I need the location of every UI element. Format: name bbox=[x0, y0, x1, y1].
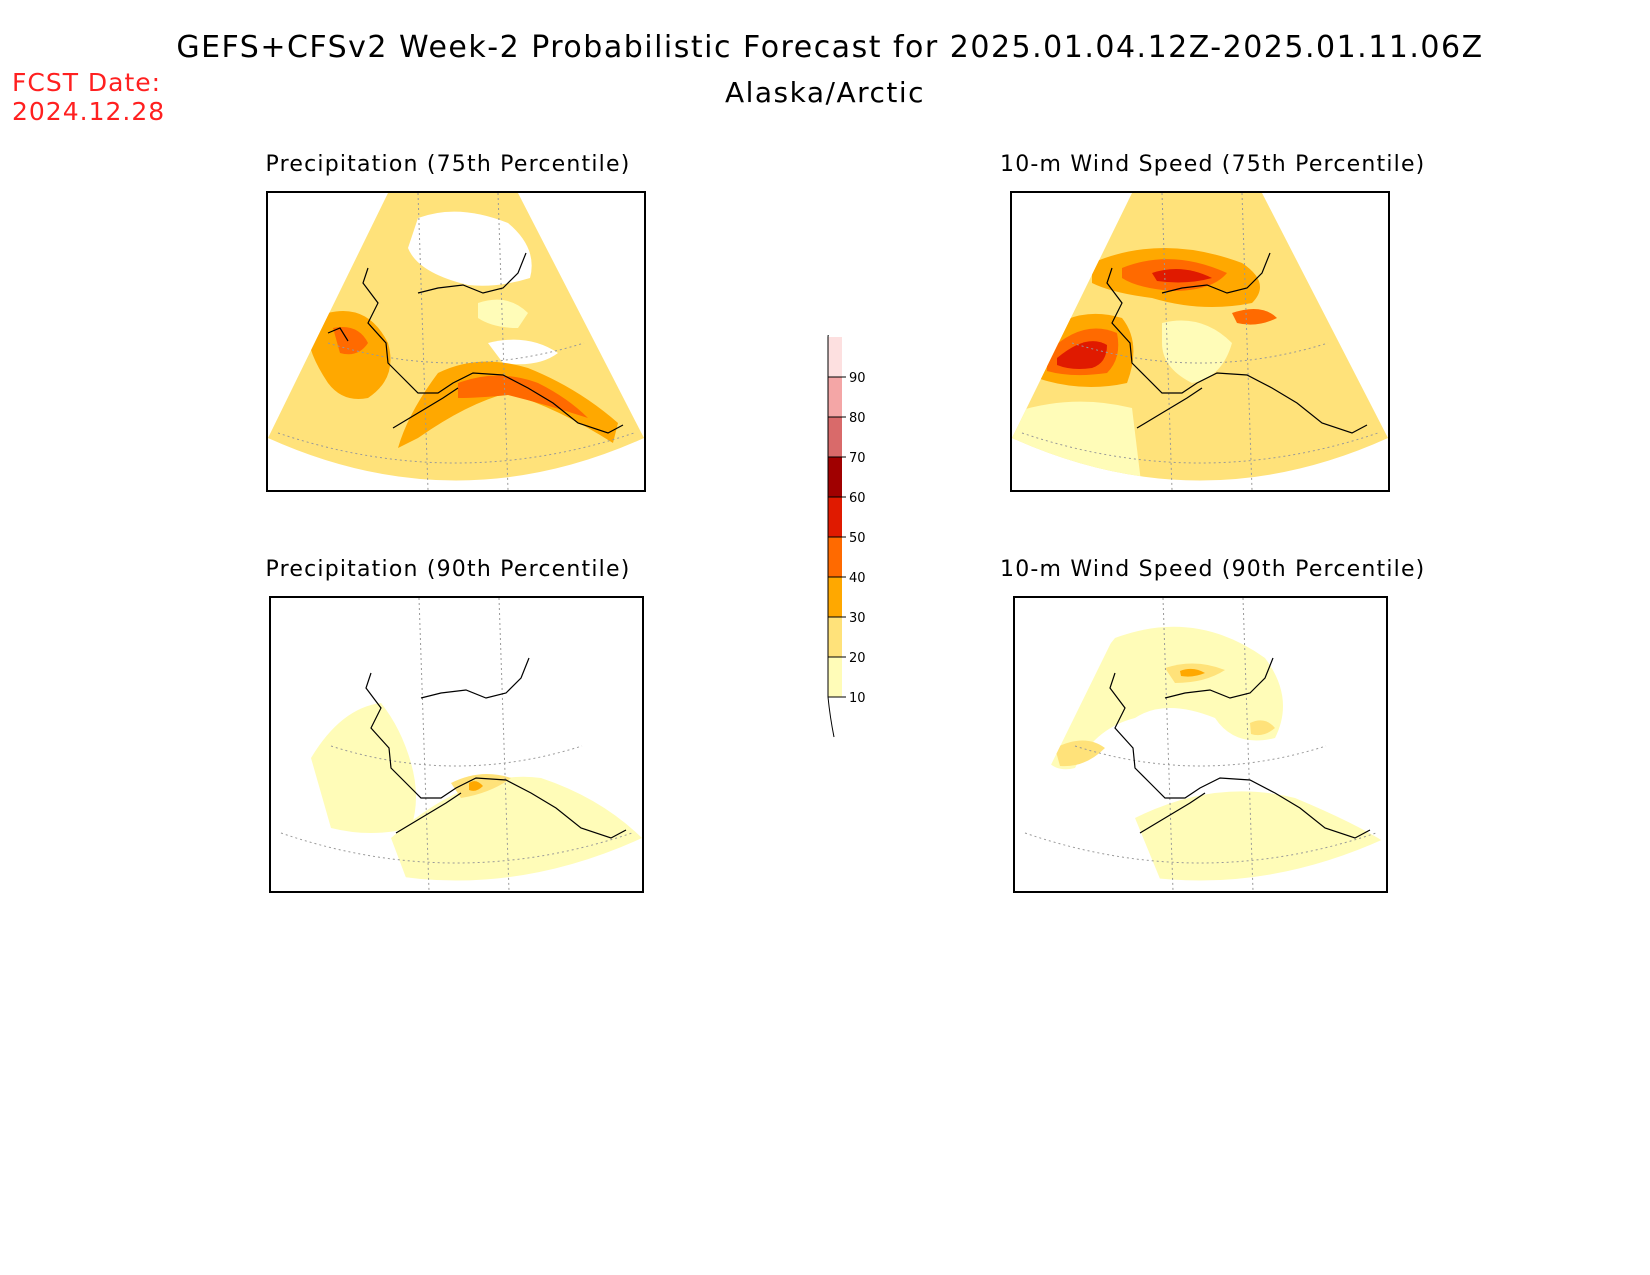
graticule-lines bbox=[1021, 193, 1379, 490]
colorbar-tick-label: 10 bbox=[849, 691, 866, 706]
colorbar-segment bbox=[828, 657, 842, 697]
region-subtitle: Alaska/Arctic bbox=[724, 76, 926, 109]
shading-10 bbox=[478, 299, 528, 328]
shading-20 bbox=[1055, 740, 1105, 767]
coastline bbox=[365, 657, 627, 839]
colorbar-segment bbox=[828, 457, 842, 497]
shading-below-20 bbox=[408, 211, 532, 286]
colorbar-segment bbox=[828, 497, 842, 537]
coastline bbox=[327, 252, 624, 434]
forecast-date-value: 2024.12.28 bbox=[12, 97, 166, 126]
colorbar-end bbox=[827, 696, 835, 738]
shading-20 bbox=[1250, 720, 1275, 736]
colorbar-segment bbox=[828, 417, 842, 457]
colorbar-segment bbox=[828, 537, 842, 577]
colorbar-end bbox=[827, 296, 833, 338]
colorbar-segment bbox=[828, 577, 842, 617]
shading-10 bbox=[1162, 320, 1232, 383]
shading-10 bbox=[1012, 401, 1142, 481]
colorbar-tick-label: 80 bbox=[849, 411, 866, 426]
shading-10 bbox=[1045, 626, 1283, 770]
map-panel-precip90 bbox=[269, 596, 644, 893]
shading-50 bbox=[1057, 341, 1107, 369]
colorbar-tick-label: 90 bbox=[849, 371, 866, 386]
coastline bbox=[1109, 657, 1371, 839]
panel-title-precip90: Precipitation (90th Percentile) bbox=[265, 557, 631, 582]
shading-10 bbox=[311, 703, 416, 833]
graticule-lines bbox=[277, 193, 635, 490]
colorbar-tick-label: 50 bbox=[849, 531, 866, 546]
colorbar-segment bbox=[828, 337, 842, 377]
colorbar-tick-label: 40 bbox=[849, 571, 866, 586]
chart-title: GEFS+CFSv2 Week-2 Probabilistic Forecast… bbox=[176, 30, 1484, 65]
colorbar-tick-label: 60 bbox=[849, 491, 866, 506]
coastline bbox=[1106, 252, 1368, 434]
shading-50 bbox=[1152, 269, 1212, 283]
shading-40 bbox=[458, 375, 588, 418]
shading-40 bbox=[1232, 309, 1277, 325]
panel-title-wind75: 10-m Wind Speed (75th Percentile) bbox=[1000, 152, 1426, 177]
graticule-lines bbox=[280, 598, 633, 891]
graticule-lines bbox=[1024, 598, 1377, 891]
map-panel-wind75 bbox=[1010, 191, 1390, 492]
panel-title-precip75: Precipitation (75th Percentile) bbox=[265, 152, 631, 177]
panel-title-wind90: 10-m Wind Speed (90th Percentile) bbox=[1000, 557, 1426, 582]
shading-below-20 bbox=[488, 339, 558, 365]
shading-40 bbox=[333, 327, 368, 355]
colorbar-segment bbox=[828, 617, 842, 657]
colorbar-tick-label: 30 bbox=[849, 611, 866, 626]
colorbar-tick-label: 20 bbox=[849, 651, 866, 666]
map-panel-precip75 bbox=[266, 191, 646, 492]
shading-30 bbox=[469, 781, 483, 791]
colorbar-svg: 10 20 30 40 50 60 70 80 90 bbox=[827, 296, 866, 738]
map-panel-wind90 bbox=[1013, 596, 1388, 893]
colorbar-segment bbox=[828, 377, 842, 417]
colorbar-tick-label: 70 bbox=[849, 451, 866, 466]
forecast-date-label: FCST Date: bbox=[12, 68, 162, 97]
colorbar: 10 20 30 40 50 60 70 80 90 bbox=[820, 296, 880, 749]
forecast-date-block: FCST Date: 2024.12.28 bbox=[12, 68, 165, 126]
shading-30 bbox=[1180, 668, 1205, 677]
